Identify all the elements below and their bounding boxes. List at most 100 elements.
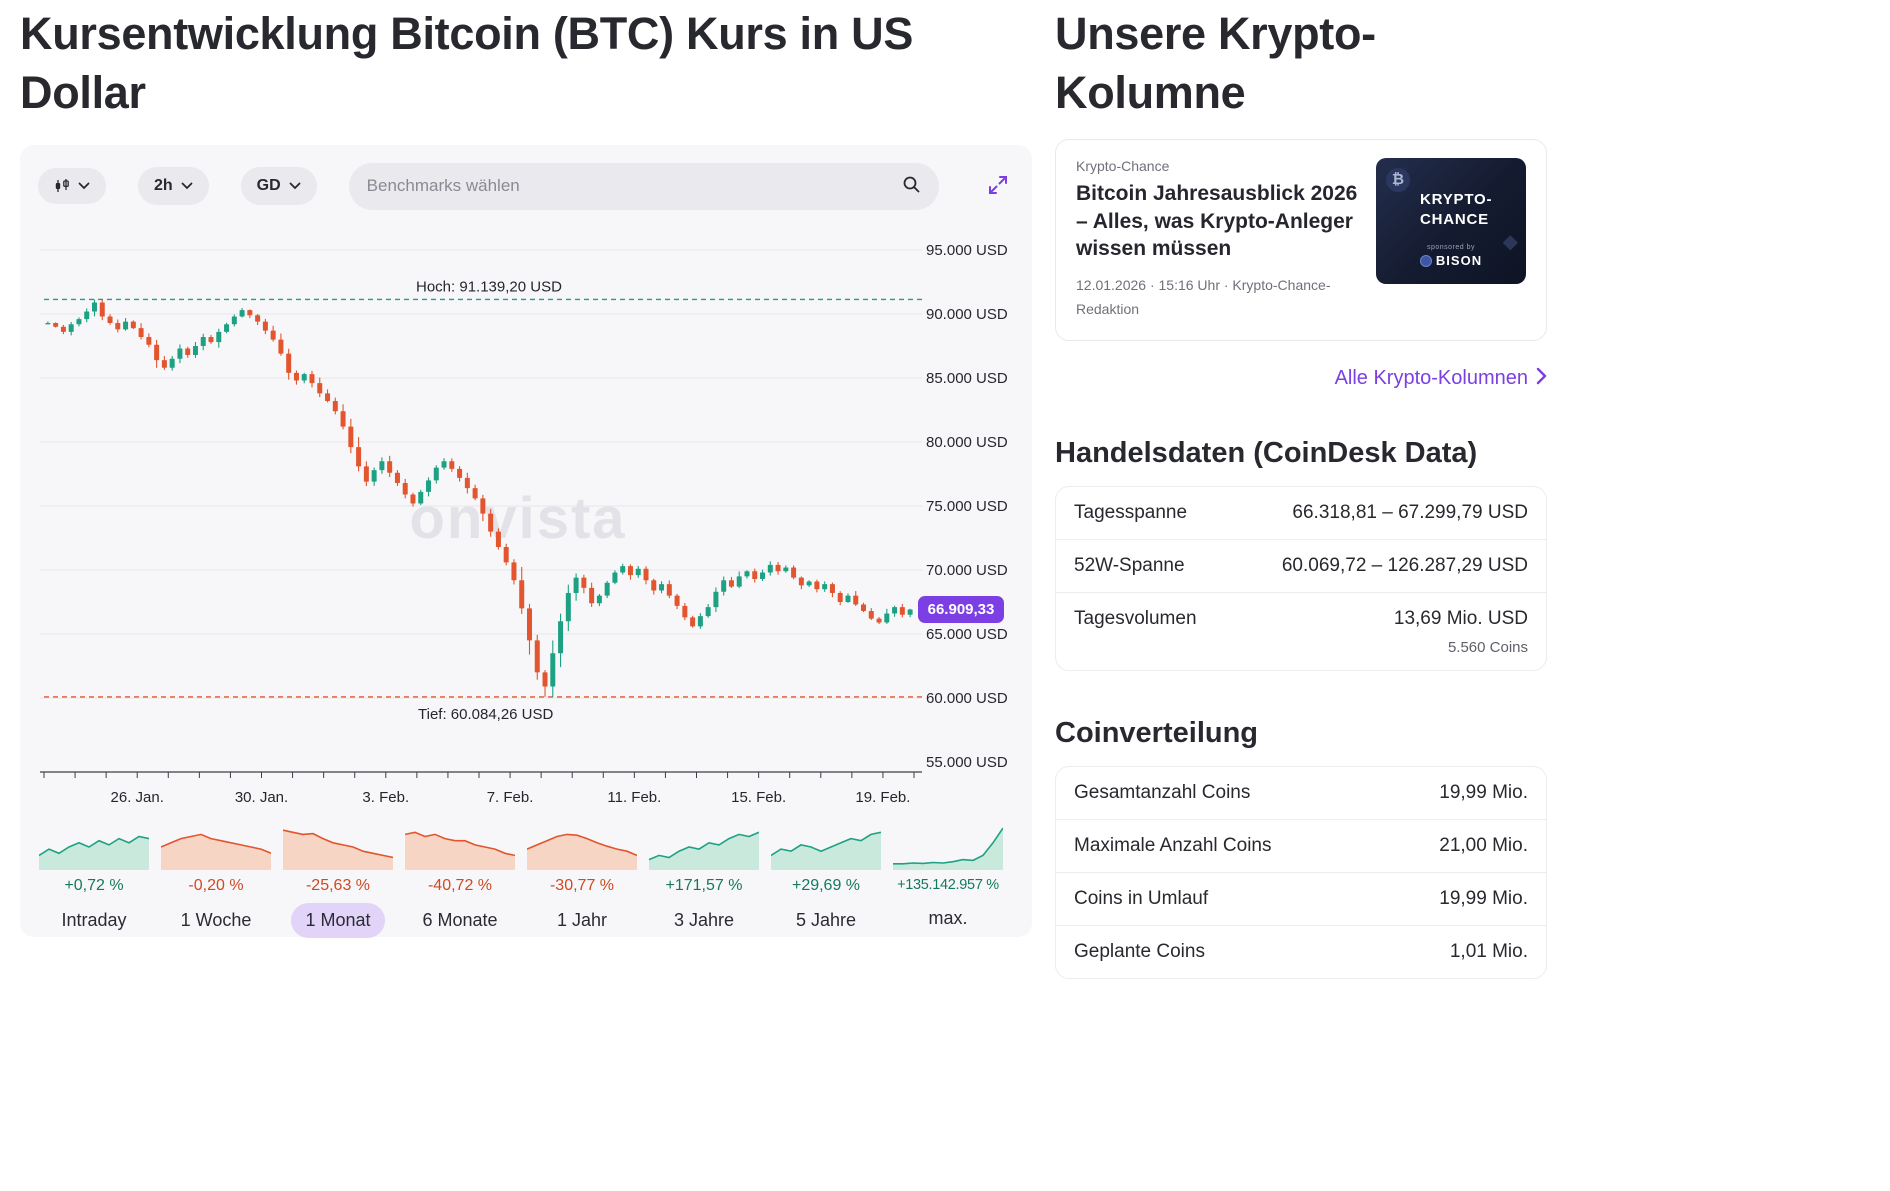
interval-dropdown[interactable]: 2h xyxy=(138,167,209,206)
benchmark-search xyxy=(348,162,939,210)
svg-text:85.000 USD: 85.000 USD xyxy=(926,370,1008,387)
range-1-jahr[interactable]: -30,77 % 1 Jahr xyxy=(526,822,638,938)
range-change: -40,72 % xyxy=(427,876,493,894)
chart-card: 2h GD xyxy=(20,144,1032,938)
range-label[interactable]: max. xyxy=(928,907,968,928)
coinverteilung-card: Gesamtanzahl Coins 19,99 Mio. Maximale A… xyxy=(1055,765,1547,979)
chevron-right-icon xyxy=(1536,367,1547,391)
fullscreen-expand-icon[interactable] xyxy=(982,169,1014,204)
chevron-down-icon xyxy=(181,182,193,190)
range-label[interactable]: Intraday xyxy=(61,909,127,930)
svg-text:11. Feb.: 11. Feb. xyxy=(607,789,661,806)
thumbnail-title: KRYPTO- CHANCE xyxy=(1420,190,1493,229)
sparkline-max xyxy=(893,827,1003,870)
svg-text:75.000 USD: 75.000 USD xyxy=(926,498,1008,515)
indicator-label: GD xyxy=(256,177,281,195)
range-change: +135.142.957 % xyxy=(897,876,999,893)
sparkline-5-jahre xyxy=(771,831,881,870)
indicator-dropdown[interactable]: GD xyxy=(240,167,317,206)
range-label[interactable]: 3 Jahre xyxy=(673,909,735,930)
range-5-jahre[interactable]: +29,69 % 5 Jahre xyxy=(770,822,882,938)
svg-text:Tief: 60.084,26 USD: Tief: 60.084,26 USD xyxy=(418,706,554,723)
sparkline-1-monat xyxy=(283,829,393,870)
range-label[interactable]: 5 Jahre xyxy=(795,909,857,930)
article-card[interactable]: Krypto-Chance Bitcoin Jahresausblick 202… xyxy=(1055,138,1547,341)
svg-text:7. Feb.: 7. Feb. xyxy=(487,789,534,806)
sparkline-intraday xyxy=(39,835,149,870)
article-headline[interactable]: Bitcoin Jahresausblick 2026 – Alles, was… xyxy=(1076,181,1358,261)
svg-text:3. Feb.: 3. Feb. xyxy=(362,789,409,806)
page-title: Kursentwicklung Bitcoin (BTC) Kurs in US… xyxy=(20,8,914,119)
bison-shield-icon xyxy=(1419,254,1432,267)
range-label[interactable]: 1 Jahr xyxy=(556,909,608,930)
svg-text:19. Feb.: 19. Feb. xyxy=(855,789,910,806)
svg-text:Hoch: 91.139,20 USD: Hoch: 91.139,20 USD xyxy=(416,278,562,295)
svg-text:60.000 USD: 60.000 USD xyxy=(926,690,1008,707)
chart-type-dropdown[interactable] xyxy=(38,168,106,205)
svg-text:55.000 USD: 55.000 USD xyxy=(926,754,1008,771)
candlestick-chart: 95.000 USD 90.000 USD 85.000 USD 80.000 USD… xyxy=(40,242,1008,806)
sparkline-1-jahr xyxy=(527,833,637,870)
range-1-monat[interactable]: -25,63 % 1 Monat xyxy=(282,822,394,938)
svg-text:95.000 USD: 95.000 USD xyxy=(926,242,1008,259)
range-change: +0,72 % xyxy=(64,876,124,894)
svg-text:90.000 USD: 90.000 USD xyxy=(926,306,1008,323)
table-row: Maximale Anzahl Coins 21,00 Mio. xyxy=(1056,820,1546,873)
chevron-down-icon xyxy=(78,182,90,190)
sparkline-6-monate xyxy=(405,831,515,870)
range-intraday[interactable]: +0,72 % Intraday xyxy=(38,822,150,938)
range-6-monate[interactable]: -40,72 % 6 Monate xyxy=(404,822,516,938)
candlestick-icon xyxy=(54,178,70,194)
sidebar: Unsere Krypto-Kolumne Krypto-Chance Bitc… xyxy=(1055,0,1547,979)
table-row: Coins in Umlauf 19,99 Mio. xyxy=(1056,873,1546,926)
article-meta: 12.01.2026 · 15:16 Uhr · Krypto-Chance-R… xyxy=(1076,276,1331,318)
table-row: Tagesvolumen 13,69 Mio. USD xyxy=(1074,607,1528,629)
search-icon[interactable] xyxy=(901,174,921,199)
sparkline-1-woche xyxy=(161,833,271,870)
chart-toolbar: 2h GD xyxy=(38,162,1014,210)
table-row-sub: 5.560 Coins xyxy=(1447,638,1528,656)
range-label[interactable]: 6 Monate xyxy=(422,909,498,930)
svg-text:onvista: onvista xyxy=(409,486,626,551)
bitcoin-icon: ₿ xyxy=(1386,167,1410,192)
range-change: -0,20 % xyxy=(188,876,244,894)
price-chart[interactable]: 95.000 USD 90.000 USD 85.000 USD 80.000 USD… xyxy=(38,220,1014,820)
all-columns-link[interactable]: Alle Krypto-Kolumnen xyxy=(1055,367,1547,391)
last-price-badge: 66.909,33 xyxy=(918,596,1004,624)
range-1-woche[interactable]: -0,20 % 1 Woche xyxy=(160,822,272,938)
article-text: Krypto-Chance Bitcoin Jahresausblick 202… xyxy=(1076,158,1358,322)
range-max[interactable]: +135.142.957 % max. xyxy=(892,822,1004,938)
range-change: -25,63 % xyxy=(305,876,371,894)
thumbnail-sponsor: sponsored by BISON xyxy=(1376,244,1526,272)
handelsdaten-card: Tagesspanne 66.318,81 – 67.299,79 USD 52… xyxy=(1055,485,1547,671)
table-row: 52W-Spanne 60.069,72 – 126.287,29 USD xyxy=(1056,540,1546,593)
svg-text:30. Jan.: 30. Jan. xyxy=(235,789,288,806)
sparkline-3-jahre xyxy=(649,831,759,870)
range-change: +171,57 % xyxy=(665,876,743,894)
article-thumbnail[interactable]: ₿ ◆ KRYPTO- CHANCE sponsored by BISON xyxy=(1376,157,1526,284)
range-label[interactable]: 1 Monat xyxy=(291,902,385,938)
range-selector: +0,72 % Intraday -0,20 % 1 Woche -25,63 % 1 M… xyxy=(38,822,1014,938)
handelsdaten-title: Handelsdaten (CoinDesk Data) xyxy=(1055,436,1478,469)
svg-text:26. Jan.: 26. Jan. xyxy=(111,789,164,806)
range-label[interactable]: 1 Woche xyxy=(180,909,252,930)
svg-text:15. Feb.: 15. Feb. xyxy=(731,789,786,806)
table-row: Gesamtanzahl Coins 19,99 Mio. xyxy=(1056,767,1546,820)
chevron-down-icon xyxy=(289,182,301,190)
svg-text:65.000 USD: 65.000 USD xyxy=(926,626,1008,643)
range-3-jahre[interactable]: +171,57 % 3 Jahre xyxy=(648,822,760,938)
svg-text:70.000 USD: 70.000 USD xyxy=(926,562,1008,579)
coinverteilung-title: Coinverteilung xyxy=(1055,716,1259,749)
chart-section: Kursentwicklung Bitcoin (BTC) Kurs in US… xyxy=(20,0,1032,938)
benchmark-search-input[interactable] xyxy=(366,176,901,197)
ethereum-icon: ◆ xyxy=(1502,230,1518,253)
interval-label: 2h xyxy=(154,177,173,195)
range-change: -30,77 % xyxy=(549,876,615,894)
svg-text:80.000 USD: 80.000 USD xyxy=(926,434,1008,451)
table-row: Tagesspanne 66.318,81 – 67.299,79 USD xyxy=(1056,487,1546,540)
table-row: Geplante Coins 1,01 Mio. xyxy=(1074,940,1528,962)
article-kicker: Krypto-Chance xyxy=(1076,157,1170,174)
column-title: Unsere Krypto-Kolumne xyxy=(1055,8,1376,119)
range-change: +29,69 % xyxy=(791,876,861,894)
candles-layer xyxy=(45,299,913,697)
